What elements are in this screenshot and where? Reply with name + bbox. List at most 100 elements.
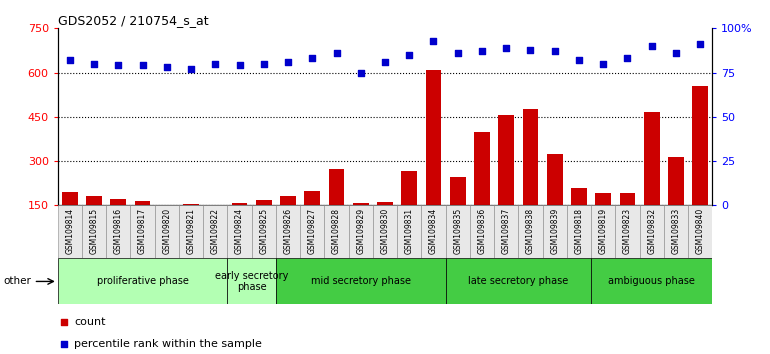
Bar	[547, 154, 563, 250]
Text: GSM109840: GSM109840	[695, 208, 705, 254]
Bar	[256, 200, 272, 250]
Bar	[377, 202, 393, 250]
Text: GSM109831: GSM109831	[405, 208, 413, 254]
Point	[88, 61, 100, 67]
FancyBboxPatch shape	[324, 205, 349, 258]
FancyBboxPatch shape	[227, 258, 276, 304]
Point	[161, 64, 173, 70]
Point	[451, 50, 464, 56]
Bar	[498, 115, 514, 250]
Point	[597, 61, 609, 67]
Text: GSM109830: GSM109830	[380, 208, 390, 254]
FancyBboxPatch shape	[58, 205, 82, 258]
Point	[694, 41, 706, 47]
Text: GSM109823: GSM109823	[623, 208, 632, 254]
Text: GDS2052 / 210754_s_at: GDS2052 / 210754_s_at	[58, 14, 209, 27]
Text: GSM109828: GSM109828	[332, 208, 341, 254]
Text: GSM109818: GSM109818	[574, 208, 584, 254]
FancyBboxPatch shape	[300, 205, 324, 258]
Text: GSM109827: GSM109827	[308, 208, 316, 254]
Point	[112, 63, 125, 68]
Point	[573, 57, 585, 63]
Bar	[280, 196, 296, 250]
Bar	[620, 193, 635, 250]
Text: GSM109815: GSM109815	[89, 208, 99, 254]
Text: early secretory
phase: early secretory phase	[215, 270, 288, 292]
FancyBboxPatch shape	[518, 205, 543, 258]
Bar	[159, 205, 175, 250]
Text: GSM109814: GSM109814	[65, 208, 75, 254]
Point	[379, 59, 391, 65]
FancyBboxPatch shape	[421, 205, 446, 258]
Point	[282, 59, 294, 65]
Text: GSM109838: GSM109838	[526, 208, 535, 254]
Point	[258, 61, 270, 67]
Point	[670, 50, 682, 56]
Bar	[523, 109, 538, 250]
FancyBboxPatch shape	[276, 258, 446, 304]
Point	[403, 52, 415, 58]
Point	[355, 70, 367, 75]
FancyBboxPatch shape	[543, 205, 567, 258]
Point	[524, 47, 537, 52]
Bar	[86, 196, 102, 250]
FancyBboxPatch shape	[203, 205, 227, 258]
Bar	[353, 203, 369, 250]
Point	[136, 63, 149, 68]
Text: late secretory phase: late secretory phase	[468, 276, 568, 286]
Bar	[450, 177, 466, 250]
Text: GSM109834: GSM109834	[429, 208, 438, 254]
FancyBboxPatch shape	[446, 258, 591, 304]
FancyBboxPatch shape	[446, 205, 470, 258]
FancyBboxPatch shape	[664, 205, 688, 258]
Text: GSM109820: GSM109820	[162, 208, 172, 254]
Text: other: other	[4, 276, 32, 286]
FancyBboxPatch shape	[82, 205, 106, 258]
Point	[233, 63, 246, 68]
FancyBboxPatch shape	[397, 205, 421, 258]
Bar	[595, 193, 611, 250]
Bar	[474, 132, 490, 250]
Text: GSM109837: GSM109837	[502, 208, 511, 254]
Text: GSM109839: GSM109839	[551, 208, 559, 254]
Text: GSM109817: GSM109817	[138, 208, 147, 254]
FancyBboxPatch shape	[227, 205, 252, 258]
Text: GSM109832: GSM109832	[647, 208, 656, 254]
Text: GSM109836: GSM109836	[477, 208, 487, 254]
Bar	[668, 156, 684, 250]
Bar	[304, 191, 320, 250]
FancyBboxPatch shape	[567, 205, 591, 258]
Bar	[62, 192, 78, 250]
Bar	[207, 205, 223, 250]
FancyBboxPatch shape	[349, 205, 373, 258]
Point	[306, 56, 319, 61]
Bar	[401, 171, 417, 250]
Point	[476, 48, 488, 54]
FancyBboxPatch shape	[591, 258, 712, 304]
Text: GSM109825: GSM109825	[259, 208, 268, 254]
Point	[645, 43, 658, 49]
Point	[330, 50, 343, 56]
Bar	[183, 204, 199, 250]
Text: ambiguous phase: ambiguous phase	[608, 276, 695, 286]
Text: GSM109826: GSM109826	[283, 208, 293, 254]
Text: GSM109816: GSM109816	[114, 208, 123, 254]
FancyBboxPatch shape	[155, 205, 179, 258]
Point	[500, 45, 512, 51]
Point	[548, 48, 561, 54]
Bar	[692, 86, 708, 250]
Text: mid secretory phase: mid secretory phase	[311, 276, 410, 286]
Text: GSM109835: GSM109835	[454, 208, 462, 254]
Text: percentile rank within the sample: percentile rank within the sample	[74, 339, 262, 349]
Bar	[135, 201, 150, 250]
Text: GSM109821: GSM109821	[186, 208, 196, 254]
FancyBboxPatch shape	[276, 205, 300, 258]
Text: GSM109822: GSM109822	[211, 208, 219, 254]
Bar	[329, 169, 344, 250]
Text: GSM109824: GSM109824	[235, 208, 244, 254]
Point	[185, 66, 197, 72]
Bar	[232, 203, 247, 250]
Bar	[644, 112, 660, 250]
Point	[59, 319, 71, 325]
Point	[427, 38, 440, 44]
